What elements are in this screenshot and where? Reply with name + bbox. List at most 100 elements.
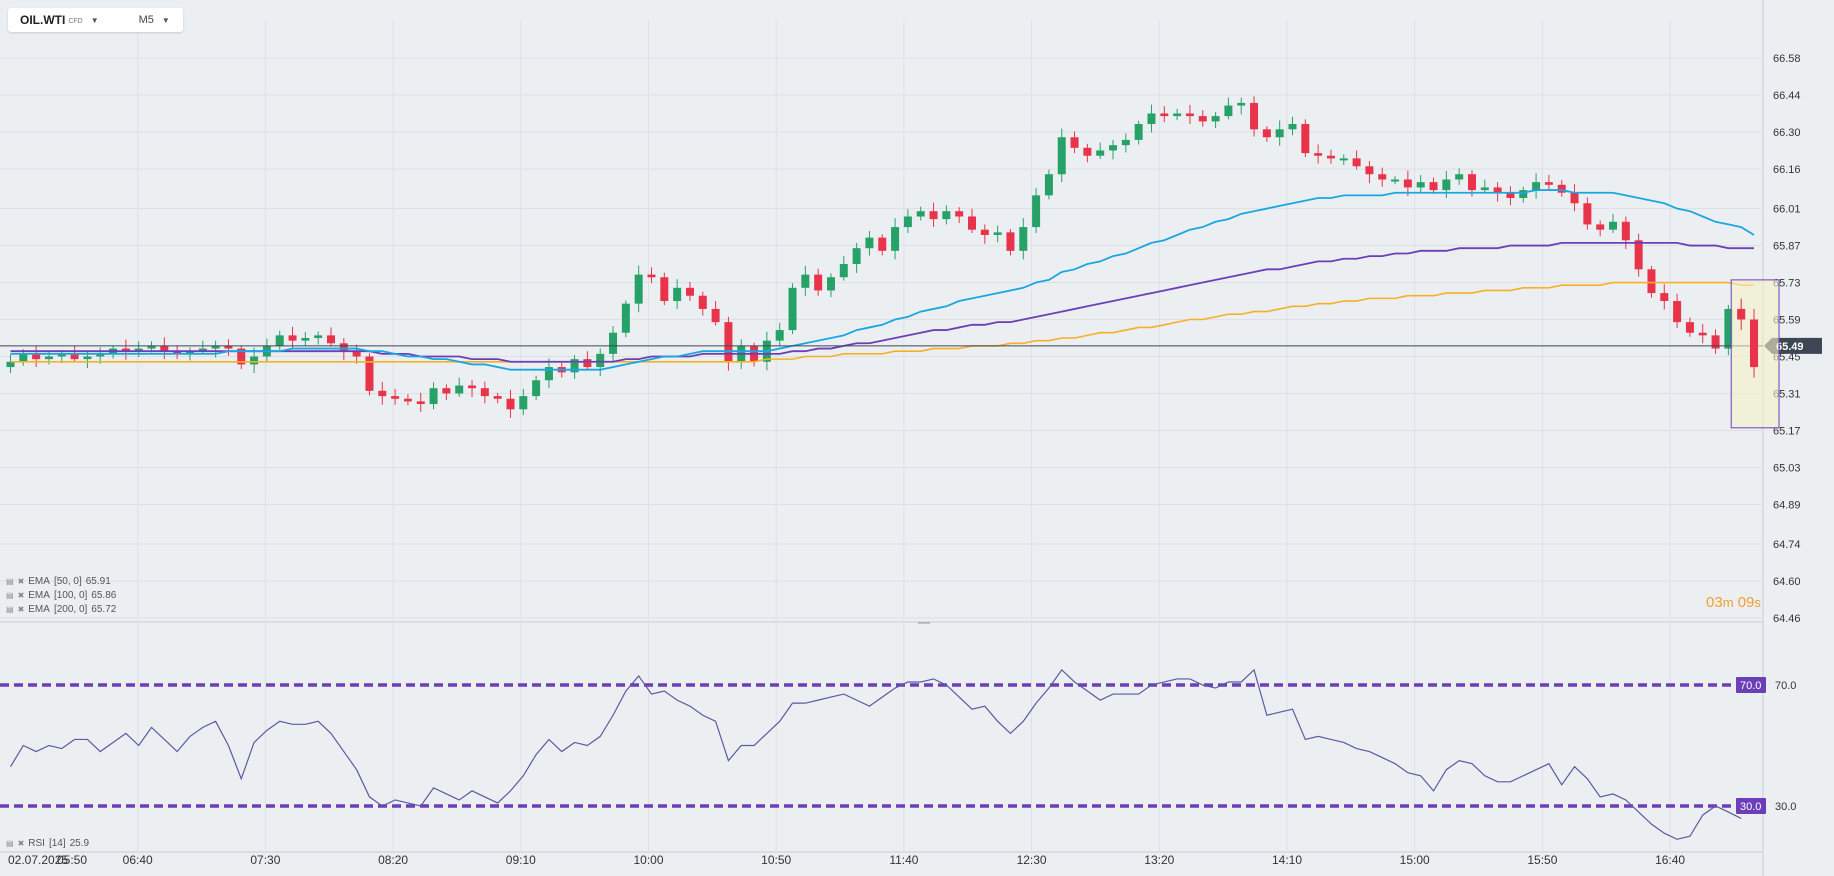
candle-countdown: 03m 09s	[1706, 594, 1761, 611]
price-tick-label: 65.45	[1773, 351, 1801, 363]
price-axis-panel	[1763, 0, 1834, 876]
candle-body	[442, 388, 451, 394]
ema100-params: [100, 0]	[53, 590, 88, 601]
candle-body	[339, 343, 348, 352]
candle-body	[647, 274, 656, 278]
candle-body	[1391, 179, 1400, 182]
candle-body	[1506, 192, 1515, 198]
candle-body	[1711, 335, 1720, 349]
candle-body	[1006, 232, 1015, 251]
candle-body	[903, 216, 912, 228]
candle-body	[570, 359, 579, 373]
candle-body	[1583, 203, 1592, 225]
candle-body	[1198, 116, 1207, 122]
candle-body	[1365, 166, 1374, 175]
candle-body	[1519, 190, 1528, 198]
symbol-dropdown-icon[interactable]: ▼	[90, 15, 99, 25]
settings-icon[interactable]: ▤	[6, 591, 14, 600]
candle-body	[1288, 124, 1297, 130]
time-tick-label: 07:30	[250, 853, 280, 867]
current-price-label: 65.49	[1776, 341, 1804, 353]
price-tick-label: 66.16	[1773, 164, 1801, 176]
candle-body	[634, 274, 643, 304]
price-tick-label: 65.03	[1773, 462, 1801, 474]
time-tick-label: 09:10	[506, 853, 536, 867]
candle-body	[1378, 174, 1387, 180]
candle-body	[327, 335, 335, 344]
ema200-legend[interactable]: ▤ ✖ EMA [200, 0] 65.72	[6, 604, 116, 615]
candle-body	[583, 359, 592, 368]
candle-body	[83, 356, 92, 360]
candle-body	[1570, 192, 1579, 204]
candle-body	[1121, 139, 1130, 146]
candle-body	[1685, 322, 1694, 333]
timeframe-selector[interactable]: M5	[138, 14, 154, 26]
settings-icon[interactable]: ▤	[6, 839, 14, 848]
candle-body	[1750, 319, 1759, 368]
ema100-value: 65.86	[91, 590, 117, 601]
candle-body	[711, 308, 720, 323]
price-tick-label: 65.87	[1773, 241, 1801, 253]
ema50-legend[interactable]: ▤ ✖ EMA [50, 0] 65.91	[6, 576, 111, 587]
candle-body	[1224, 105, 1233, 117]
ema200-line	[10, 281, 1755, 363]
candle-body	[198, 348, 207, 352]
rsi-label: RSI	[28, 838, 45, 849]
candle-body	[1352, 158, 1361, 167]
time-tick-label: 13:20	[1144, 853, 1174, 867]
time-tick-label: 14:10	[1272, 853, 1302, 867]
price-tick-label: 66.30	[1773, 127, 1801, 139]
candle-body	[1032, 195, 1041, 228]
candle-body	[185, 351, 194, 354]
candle-body	[993, 232, 1002, 235]
candle-body	[19, 353, 28, 362]
candle-body	[1442, 179, 1451, 191]
time-tick-label: 06:40	[123, 853, 153, 867]
candle-body	[826, 277, 835, 291]
candle-body	[839, 264, 848, 278]
candle-body	[1634, 240, 1643, 270]
candle-body	[1339, 158, 1348, 161]
price-tick-label: 64.89	[1773, 499, 1801, 511]
price-tick-label: 66.44	[1773, 90, 1801, 102]
candle-body	[1493, 187, 1502, 193]
price-tick-label: 64.74	[1773, 539, 1801, 551]
price-tick-label: 65.73	[1773, 278, 1801, 290]
price-tick-label: 65.59	[1773, 315, 1801, 327]
remove-icon[interactable]: ✖	[17, 839, 25, 848]
candle-body	[609, 332, 618, 354]
candle-body	[544, 367, 553, 381]
candle-body	[32, 353, 41, 360]
ema200-label: EMA	[28, 604, 50, 615]
candle-body	[1737, 308, 1746, 320]
candle-body	[1673, 301, 1682, 323]
candle-body	[532, 380, 541, 397]
remove-icon[interactable]: ✖	[17, 577, 25, 586]
candle-body	[929, 211, 938, 220]
candle-body	[685, 287, 694, 296]
candle-body	[211, 345, 220, 349]
rsi-legend[interactable]: ▤ ✖ RSI [14] 25.9	[6, 838, 89, 849]
symbol-selector[interactable]: OIL.WTI CFD ▼ M5 ▼	[8, 8, 183, 32]
remove-icon[interactable]: ✖	[17, 591, 25, 600]
rsi-level-tag	[1736, 677, 1766, 693]
timeframe-dropdown-icon[interactable]: ▼	[161, 15, 170, 25]
time-tick-label: 16:40	[1655, 853, 1685, 867]
candle-body	[1467, 174, 1476, 191]
candle-body	[403, 398, 412, 402]
candle-body	[1185, 113, 1194, 117]
ema100-legend[interactable]: ▤ ✖ EMA [100, 0] 65.86	[6, 590, 116, 601]
candle-body	[237, 348, 246, 365]
candle-body	[1647, 269, 1656, 294]
candle-body	[673, 287, 682, 302]
rsi-line	[9, 668, 1742, 840]
candle-body	[775, 330, 784, 341]
candle-body	[865, 237, 874, 249]
settings-icon[interactable]: ▤	[6, 577, 14, 586]
time-tick-label: 12:30	[1017, 853, 1047, 867]
candle-body	[173, 351, 182, 354]
candle-body	[878, 237, 887, 251]
remove-icon[interactable]: ✖	[17, 605, 25, 614]
settings-icon[interactable]: ▤	[6, 605, 14, 614]
